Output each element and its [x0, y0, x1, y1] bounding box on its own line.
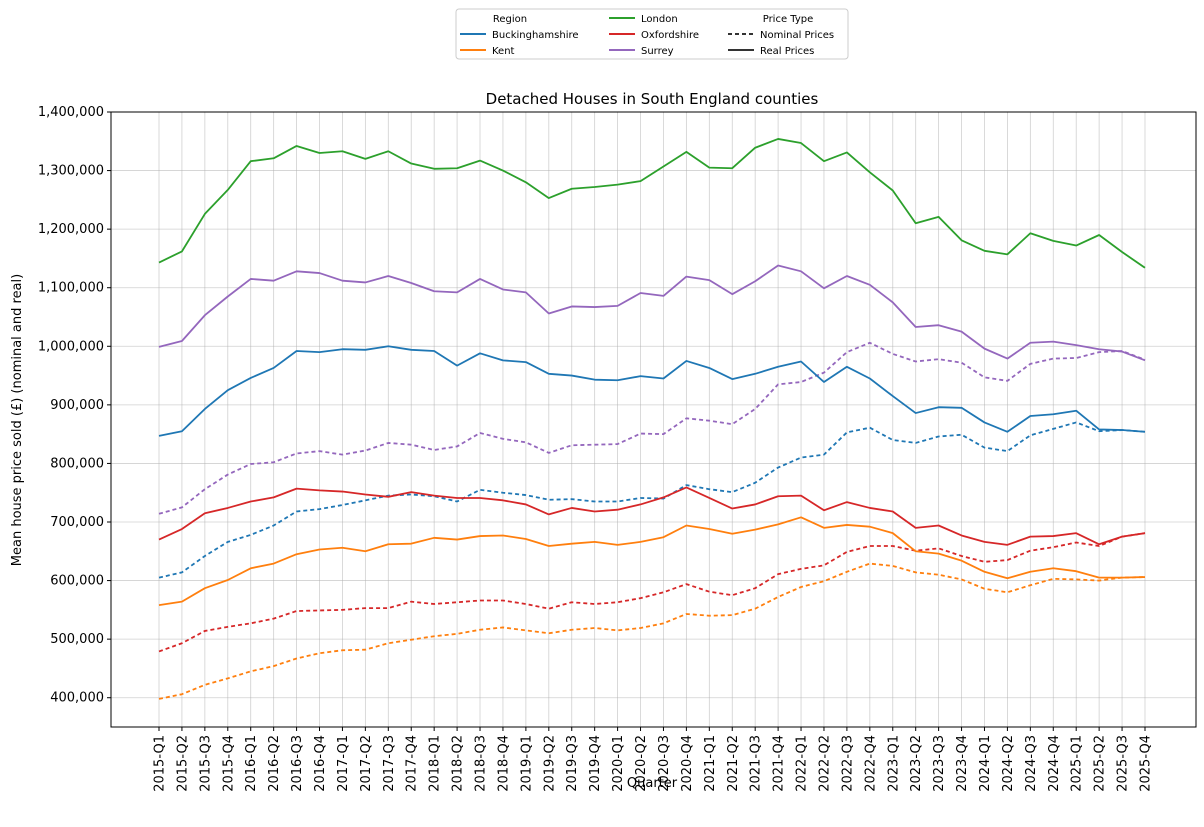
- x-tick-label: 2023-Q2: [909, 735, 924, 792]
- x-tick-label: 2025-Q4: [1138, 735, 1153, 792]
- y-tick-label: 700,000: [50, 515, 104, 530]
- x-tick-label: 2015-Q1: [153, 735, 168, 792]
- x-tick-label: 2025-Q1: [1070, 735, 1085, 792]
- x-tick-label: 2015-Q4: [221, 735, 236, 792]
- y-tick-label: 900,000: [50, 398, 104, 413]
- series-line-kent-nominal: [158, 562, 1146, 700]
- legend-price-type-header: Price Type: [763, 14, 814, 25]
- x-tick-label: 2017-Q1: [336, 735, 351, 792]
- series-line-buckinghamshire-real: [158, 345, 1146, 437]
- x-tick-label: 2025-Q3: [1116, 735, 1131, 792]
- x-tick-label: 2016-Q1: [244, 735, 259, 792]
- y-axis-label: Mean house price sold (£) (nominal and r…: [10, 274, 25, 566]
- series-line-oxfordshire-real: [158, 486, 1146, 546]
- x-tick-label: 2019-Q2: [542, 735, 557, 792]
- y-tick-label: 400,000: [50, 691, 104, 706]
- plot-area-frame: [110, 111, 1197, 728]
- x-tick-label: 2018-Q2: [451, 735, 466, 792]
- series-line-surrey-real: [158, 264, 1146, 362]
- x-tick-label: 2021-Q2: [726, 735, 741, 792]
- x-tick-label: 2020-Q4: [680, 735, 695, 792]
- legend-label-surrey: Surrey: [641, 46, 674, 57]
- series-line-oxfordshire-nominal: [158, 532, 1146, 653]
- x-tick-label: 2019-Q4: [588, 735, 603, 792]
- x-tick-label: 2017-Q4: [405, 735, 420, 792]
- x-tick-label: 2025-Q2: [1093, 735, 1108, 792]
- legend-region-header: Region: [493, 14, 527, 25]
- x-axis-ticks: 2015-Q1 2015-Q2 2015-Q3 2015-Q4 2016-Q1 2016-…: [153, 727, 1153, 792]
- y-tick-label: 1,200,000: [38, 222, 104, 237]
- legend: Region Buckinghamshire Kent London Oxfor…: [455, 8, 849, 60]
- legend-label-real: Real Prices: [760, 46, 814, 57]
- x-tick-label: 2016-Q2: [267, 735, 282, 792]
- x-tick-label: 2023-Q3: [932, 735, 947, 792]
- series-line-kent-real: [158, 516, 1146, 607]
- legend-label-kent: Kent: [492, 46, 515, 57]
- x-tick-label: 2024-Q1: [978, 735, 993, 792]
- y-tick-label: 1,400,000: [38, 105, 104, 120]
- y-tick-label: 800,000: [50, 456, 104, 471]
- x-tick-label: 2016-Q4: [313, 735, 328, 792]
- x-tick-label: 2019-Q3: [565, 735, 580, 792]
- x-tick-label: 2018-Q3: [474, 735, 489, 792]
- x-tick-label: 2023-Q1: [886, 735, 901, 792]
- y-tick-label: 600,000: [50, 574, 104, 589]
- x-tick-label: 2019-Q1: [519, 735, 534, 792]
- series-lines: [158, 138, 1146, 700]
- x-tick-label: 2022-Q1: [795, 735, 810, 792]
- chart-title: Detached Houses in South England countie…: [486, 90, 819, 108]
- x-tick-label: 2015-Q2: [175, 735, 190, 792]
- x-tick-label: 2021-Q1: [703, 735, 718, 792]
- grid-lines: [111, 111, 1196, 727]
- x-tick-label: 2016-Q3: [290, 735, 305, 792]
- y-tick-label: 1,000,000: [38, 339, 104, 354]
- legend-label-buckinghamshire: Buckinghamshire: [492, 30, 579, 41]
- legend-frame: [455, 8, 849, 60]
- y-axis-ticks: 400,000 500,000 600,000 700,000 800,000 900,0…: [38, 105, 111, 706]
- x-tick-label: 2024-Q3: [1024, 735, 1039, 792]
- x-tick-label: 2020-Q2: [634, 735, 649, 792]
- x-tick-label: 2017-Q2: [359, 735, 374, 792]
- series-line-surrey-nominal: [158, 341, 1146, 515]
- legend-label-london: London: [641, 14, 678, 25]
- x-tick-label: 2015-Q3: [198, 735, 213, 792]
- x-tick-label: 2022-Q3: [840, 735, 855, 792]
- y-tick-label: 1,300,000: [38, 164, 104, 179]
- y-tick-label: 1,100,000: [38, 281, 104, 296]
- legend-label-nominal: Nominal Prices: [760, 30, 834, 41]
- series-line-london-real: [158, 138, 1146, 269]
- x-axis-label: Quarter: [627, 776, 678, 791]
- x-tick-label: 2020-Q3: [657, 735, 672, 792]
- y-tick-label: 500,000: [50, 632, 104, 647]
- x-tick-label: 2018-Q1: [428, 735, 443, 792]
- x-tick-label: 2023-Q4: [955, 735, 970, 792]
- x-tick-label: 2022-Q2: [817, 735, 832, 792]
- x-tick-label: 2022-Q4: [863, 735, 878, 792]
- x-tick-label: 2017-Q3: [382, 735, 397, 792]
- x-tick-label: 2024-Q2: [1001, 735, 1016, 792]
- x-tick-label: 2024-Q4: [1047, 735, 1062, 792]
- x-tick-label: 2021-Q3: [749, 735, 764, 792]
- x-tick-label: 2021-Q4: [772, 735, 787, 792]
- legend-label-oxfordshire: Oxfordshire: [641, 30, 699, 41]
- x-tick-label: 2020-Q1: [611, 735, 626, 792]
- x-tick-label: 2018-Q4: [496, 735, 511, 792]
